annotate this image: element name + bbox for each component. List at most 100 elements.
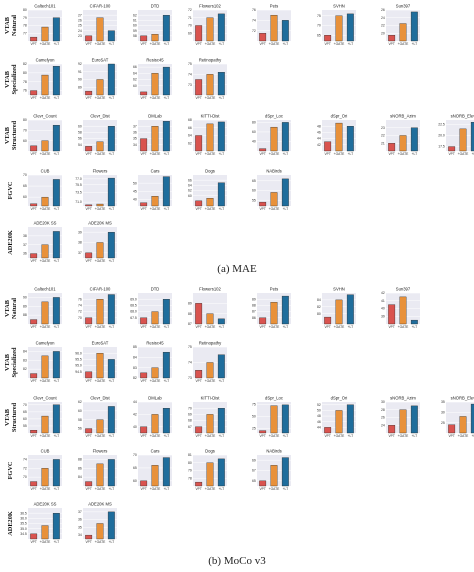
x-tick-label: +GATE [205, 487, 216, 491]
y-tick-label: 69.0 [130, 297, 137, 301]
x-tick-label: VPT [259, 42, 265, 46]
x-tick-label: +LT [283, 325, 289, 329]
x-tick-label: VPT [324, 42, 330, 46]
bar-plus-gate [41, 301, 49, 325]
x-tick-label: VPT [140, 96, 146, 100]
x-tick-label: +GATE [458, 434, 469, 438]
y-tick-label: 96.0 [75, 351, 82, 355]
y-tick-label: 73 [188, 83, 192, 87]
panel-title: Retinopathy [199, 341, 222, 346]
row-vtab-structured: VTABStructured Clevr_Count 55 60 65 70 VPT +GAT… [4, 396, 474, 438]
bar-plus-gate [206, 198, 214, 207]
bar-plus-lt [217, 318, 225, 325]
y-tick-label: 84 [78, 475, 82, 479]
x-tick-label: +LT [219, 379, 225, 383]
panel-title: ADE20K MS [88, 502, 112, 507]
y-tick-label: 44 [133, 400, 137, 404]
bar-plus-lt [281, 122, 289, 152]
bar-vpt [85, 146, 93, 152]
y-tick-label: 26 [78, 18, 82, 22]
x-tick-label: +LT [283, 152, 289, 156]
panel-ade20k-ms: ADE20K MS 34 35 36 37 VPT +GATE +LT [78, 502, 117, 544]
x-tick-label: VPT [259, 152, 265, 156]
x-tick-label: VPT [195, 379, 201, 383]
panel-kitti-dist: KITTI-Dist 62 64 66 68 VPT +GATE +LT [188, 114, 227, 156]
y-tick-label: 60 [23, 417, 27, 421]
panel-caltech101: Caltech101 88 89 90 VPT +GATE +LT [23, 287, 62, 329]
caption-moco-v3: (b) MoCo v3 [208, 555, 266, 567]
y-tick-label: 46 [317, 131, 321, 135]
bar-vpt [85, 90, 93, 96]
y-tick-label: 48 [317, 414, 321, 418]
panel-title: dSpr_Loc [265, 114, 283, 119]
y-tick-label: 75 [188, 345, 192, 349]
y-tick-label: 60 [188, 194, 192, 198]
bar-plus-gate [96, 419, 104, 434]
y-tick-label: 42 [381, 291, 385, 295]
x-tick-label: +GATE [205, 434, 216, 438]
bar-vpt [324, 427, 332, 434]
panel-title: dSpr_Loc [265, 396, 283, 401]
bar-plus-gate [399, 409, 407, 434]
y-tick-label: 81 [188, 453, 192, 457]
panel-title: Flowers [93, 169, 108, 174]
y-tick-label: 39 [381, 314, 385, 318]
y-tick-label: 38 [78, 241, 82, 245]
panel-title: NABirds [266, 449, 281, 454]
panel-dtd: DTD 67.5 68.0 68.5 69.0 VPT +GATE +LT [130, 287, 172, 329]
panel-title: Clevr_Count [33, 114, 57, 119]
x-tick-label: +LT [219, 152, 225, 156]
x-tick-label: +GATE [458, 152, 469, 156]
panel-title: DMLab [148, 114, 162, 119]
panel-title: Clevr_Dist [90, 114, 110, 119]
bar-vpt [259, 480, 267, 487]
bar-plus-gate [96, 463, 104, 487]
y-tick-label: 44 [317, 425, 321, 429]
y-tick-label: 71 [188, 16, 192, 20]
panel-title: KITTI-Dist [201, 396, 221, 401]
y-tick-label: 68.5 [130, 304, 137, 308]
bar-vpt [140, 138, 148, 152]
x-tick-label: VPT [140, 42, 146, 46]
x-tick-label: +LT [54, 152, 60, 156]
y-tick-label: 89 [188, 301, 192, 305]
bar-plus-gate [96, 299, 104, 325]
y-tick-label: 70 [23, 128, 27, 132]
panel-title: Caltech101 [34, 287, 56, 292]
x-tick-label: VPT [195, 42, 201, 46]
bar-plus-lt [52, 512, 60, 540]
bar-vpt [195, 79, 203, 96]
panel-pets: Pets 86 87 88 89 VPT +GATE +LT [252, 287, 291, 329]
y-tick-label: 70 [188, 406, 192, 410]
x-tick-label: VPT [388, 434, 394, 438]
y-tick-label: 35 [78, 525, 82, 529]
x-tick-label: VPT [195, 487, 201, 491]
y-tick-label: 70 [78, 316, 82, 320]
bar-plus-gate [96, 242, 104, 259]
row-label: VTABNatural [4, 298, 18, 319]
y-tick-label: 37 [78, 251, 82, 255]
x-tick-label: +LT [348, 42, 354, 46]
x-tick-label: VPT [85, 379, 91, 383]
x-tick-label: +LT [348, 152, 354, 156]
panel-title: Resisc45 [146, 58, 164, 63]
x-tick-label: +GATE [398, 42, 409, 46]
y-tick-label: 82 [23, 62, 27, 66]
bar-plus-lt [410, 11, 418, 42]
bar-plus-lt [410, 127, 418, 152]
bar-vpt [324, 316, 332, 325]
panel-camelyon: Camelyon 76 78 80 82 VPT +GATE +LT [23, 58, 62, 100]
bar-plus-lt [217, 354, 225, 379]
bar-plus-gate [335, 122, 343, 152]
panel-dogs: Dogs 78 79 80 81 VPT +GATE +LT [188, 449, 227, 491]
bar-plus-lt [281, 457, 289, 487]
y-tick-label: 88 [188, 312, 192, 316]
x-tick-label: +GATE [150, 434, 161, 438]
y-tick-label: 84 [23, 350, 27, 354]
panel-title: ADE20K SS [34, 221, 57, 226]
bar-plus-lt [107, 459, 115, 487]
x-tick-label: VPT [85, 487, 91, 491]
panel-title: Cars [151, 449, 160, 454]
y-tick-label: 73.5 [75, 191, 82, 195]
y-tick-label: 67 [188, 425, 192, 429]
